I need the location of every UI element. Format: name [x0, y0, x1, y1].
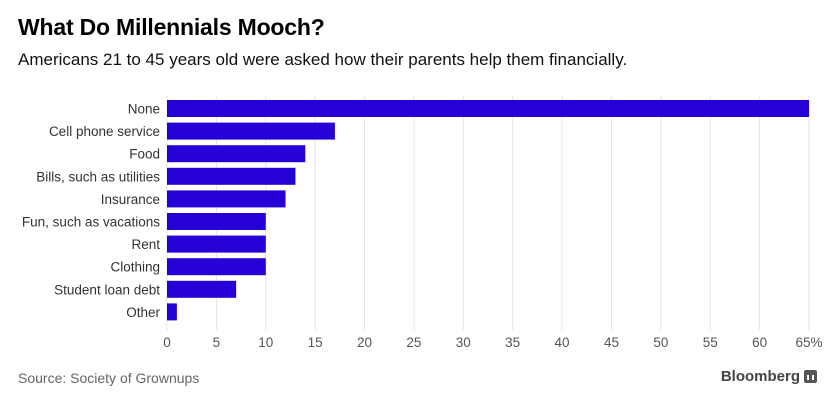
brand-name: Bloomberg	[720, 368, 800, 385]
x-axis-ticks: 0 5 10 15 20 25 30 35 40 45 50 55 60 65%	[163, 335, 822, 350]
x-tick-label: 50	[653, 335, 668, 350]
category-label: Cell phone service	[49, 124, 160, 139]
category-label: Insurance	[101, 192, 160, 207]
bar	[167, 213, 266, 230]
bar	[167, 167, 296, 185]
x-tick-label: 35	[505, 335, 520, 350]
category-label: Bills, such as utilities	[36, 169, 160, 184]
category-label: Food	[129, 147, 160, 162]
bar-chart-icon	[804, 370, 817, 383]
x-tick-label: 60	[752, 335, 767, 350]
x-tick-label: 20	[357, 335, 372, 350]
bar	[167, 258, 266, 276]
x-tick-label: 25	[406, 335, 421, 350]
x-tick-label: 5	[213, 335, 221, 350]
category-label: Student loan debt	[54, 282, 160, 297]
x-tick-label: 55	[703, 335, 718, 350]
category-labels: None Cell phone service Food Bills, such as…	[22, 102, 161, 320]
bar	[167, 280, 237, 298]
x-tick-label: 10	[258, 335, 273, 350]
bars	[167, 100, 809, 321]
x-tick-label: 45	[604, 335, 619, 350]
x-tick-label: 40	[555, 335, 570, 350]
chart-subtitle: Americans 21 to 45 years old were asked …	[18, 50, 628, 69]
source-note: Source: Society of Grownups	[18, 370, 200, 386]
x-tick-label: 0	[163, 335, 171, 350]
bar	[167, 145, 306, 163]
chart-title: What Do Millennials Mooch?	[18, 14, 325, 40]
x-tick-label: 15	[308, 335, 323, 350]
bar	[167, 100, 809, 117]
bar	[167, 190, 286, 208]
category-label: Rent	[131, 237, 160, 252]
bar	[167, 122, 335, 140]
category-label: Other	[126, 305, 160, 320]
category-label: Clothing	[110, 260, 160, 275]
category-label: Fun, such as vacations	[22, 215, 160, 230]
bar	[167, 235, 266, 253]
bar	[167, 303, 177, 321]
brand-logo: Bloomberg	[721, 368, 817, 385]
x-tick-label: 65%	[795, 335, 822, 350]
x-tick-label: 30	[456, 335, 471, 350]
category-label: None	[128, 102, 160, 117]
